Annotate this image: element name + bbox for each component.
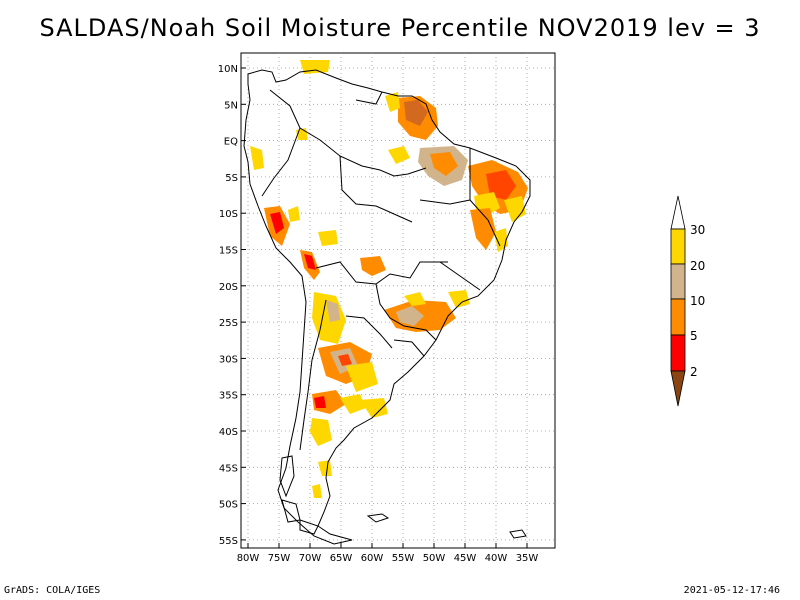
lon-tick-label: 65W [330, 553, 353, 564]
colorbar-top-triangle [670, 195, 686, 230]
lon-tick-label: 45W [454, 553, 477, 564]
lat-tick-label: 25S [219, 318, 238, 329]
longitude-ticks: 80W 75W 70W 65W 60W 55W 50W 45W 40W 35W [237, 543, 539, 564]
lat-tick-label: EQ [224, 137, 238, 148]
footer-timestamp: 2021-05-12-17:46 [683, 585, 780, 596]
colorbar-bin-5-10 [670, 298, 686, 336]
islands [279, 455, 527, 539]
lat-tick-label: 15S [219, 246, 238, 257]
colorbar-bin-2-5 [670, 334, 686, 372]
lat-tick-label: 10S [219, 209, 238, 220]
lon-tick-label: 60W [361, 553, 384, 564]
lat-tick-label: 40S [219, 427, 238, 438]
colorbar-label: 5 [690, 329, 698, 343]
lat-tick-label: 10N [218, 64, 238, 75]
lat-tick-label: 5S [225, 173, 238, 184]
lon-tick-label: 70W [299, 553, 322, 564]
lon-tick-label: 35W [516, 553, 539, 564]
lon-tick-label: 50W [423, 553, 446, 564]
lat-tick-label: 55S [219, 536, 238, 547]
colorbar-bin-10-20 [670, 263, 686, 300]
colorbar-label: 20 [690, 259, 705, 273]
colorbar-label: 10 [690, 294, 705, 308]
lat-tick-label: 35S [219, 391, 238, 402]
colorbar-bin-20-30 [670, 228, 686, 265]
latitude-ticks: 10N 5N EQ 5S 10S 15S 20S 25S 30S 35S 40S 45S 50S 55S [218, 64, 246, 547]
lat-tick-label: 5N [224, 100, 238, 111]
lon-tick-label: 55W [392, 553, 415, 564]
map-title: SALDAS/Noah Soil Moisture Percentile NOV… [39, 14, 761, 42]
lat-tick-label: 45S [219, 463, 238, 474]
continent-outline [243, 69, 531, 545]
colorbar-label: 2 [690, 365, 698, 379]
colorbar-bottom-triangle [670, 370, 686, 407]
colorbar [670, 195, 686, 407]
footer-credit: GrADS: COLA/IGES [4, 585, 101, 596]
colorbar-labels: 30 20 10 5 2 [690, 223, 705, 379]
lon-tick-label: 75W [268, 553, 291, 564]
lat-tick-label: 50S [219, 500, 238, 511]
lon-tick-label: 80W [237, 553, 260, 564]
lat-tick-label: 20S [219, 282, 238, 293]
lon-tick-label: 40W [485, 553, 508, 564]
map-frame [240, 52, 556, 549]
lat-tick-label: 30S [219, 354, 238, 365]
colorbar-label: 30 [690, 223, 705, 237]
